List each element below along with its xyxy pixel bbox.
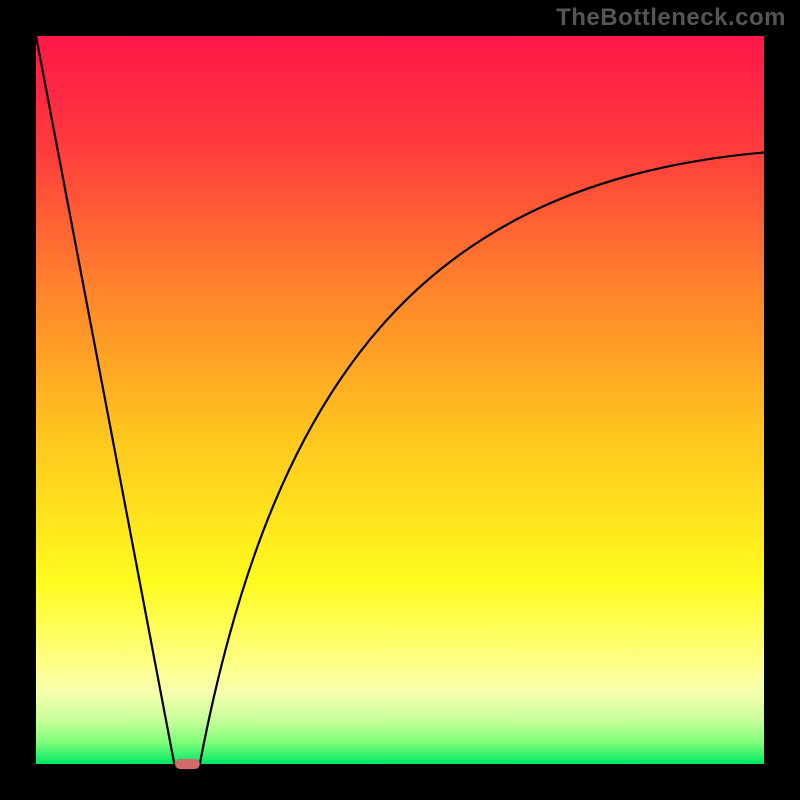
- bottleneck-marker: [175, 759, 200, 769]
- plot-background: [36, 36, 764, 764]
- watermark-text: TheBottleneck.com: [556, 4, 786, 32]
- bottleneck-chart: [0, 0, 800, 800]
- chart-container: { "watermark": { "text": "TheBottleneck.…: [0, 0, 800, 800]
